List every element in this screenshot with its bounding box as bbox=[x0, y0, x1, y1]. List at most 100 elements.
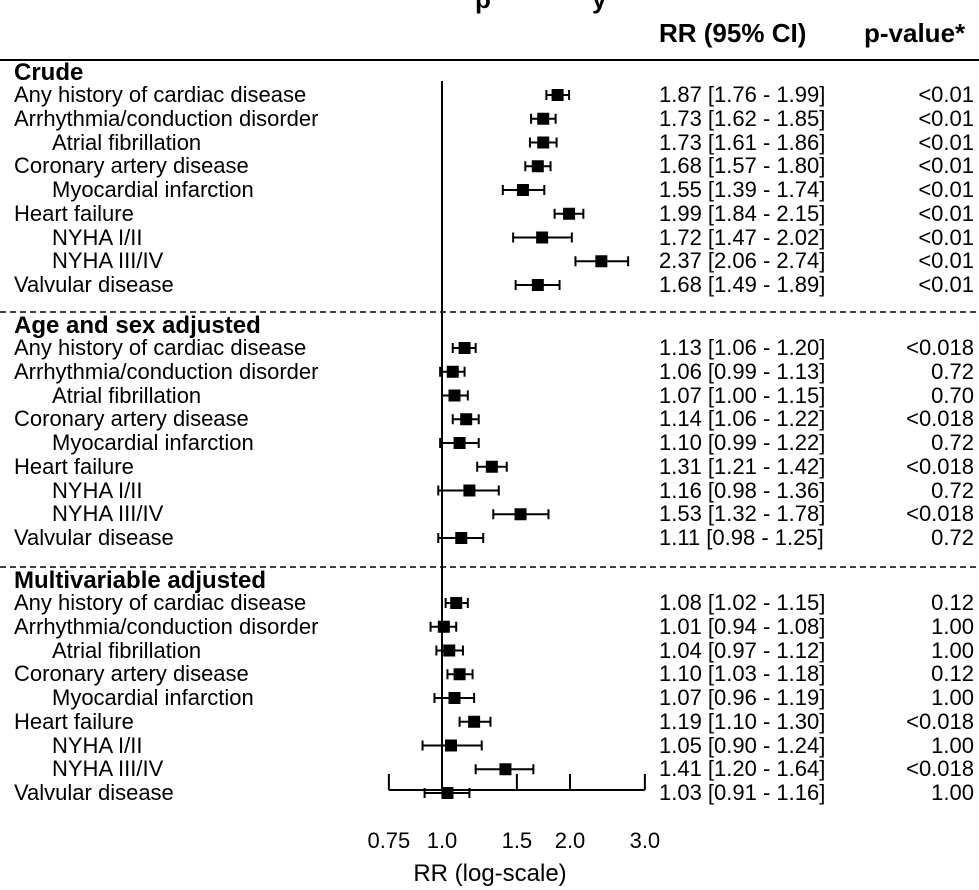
p-value-text: <0.01 bbox=[918, 153, 974, 179]
row-label: Valvular disease bbox=[14, 780, 174, 805]
rr-ci-text: 1.19 [1.10 - 1.30] bbox=[659, 708, 826, 734]
row-label: Any history of cardiac disease bbox=[14, 82, 307, 107]
rr-ci-text: 1.07 [1.00 - 1.15] bbox=[659, 382, 826, 408]
row-label: Valvular disease bbox=[14, 272, 174, 297]
p-value-text: <0.018 bbox=[906, 406, 974, 432]
p-value-text: <0.01 bbox=[918, 105, 974, 131]
row-label: Arrhythmia/conduction disorder bbox=[14, 613, 319, 639]
section-title: Crude bbox=[14, 59, 84, 86]
p-value-text: 0.72 bbox=[931, 525, 974, 550]
row-label: NYHA I/II bbox=[52, 477, 143, 503]
rr-point bbox=[468, 715, 481, 728]
rr-ci-text: 1.03 [0.91 - 1.16] bbox=[659, 780, 826, 805]
row-label: NYHA I/II bbox=[52, 732, 143, 758]
x-tick-label: 1.5 bbox=[501, 828, 533, 853]
title-fragment-tail: y bbox=[592, 0, 606, 12]
section-title: Multivariable adjusted bbox=[14, 567, 267, 594]
rr-point bbox=[531, 160, 544, 173]
row-label: Valvular disease bbox=[14, 525, 174, 550]
rr-point bbox=[537, 136, 550, 149]
p-value-text: <0.018 bbox=[906, 453, 974, 479]
p-value-text: <0.01 bbox=[918, 200, 974, 226]
rr-point bbox=[453, 437, 466, 449]
section-title: Age and sex adjusted bbox=[14, 312, 261, 339]
p-value-column-header: p-value* bbox=[864, 18, 966, 48]
rr-column-header: RR (95% CI) bbox=[659, 18, 807, 48]
rr-point bbox=[563, 207, 576, 220]
rr-point bbox=[453, 668, 466, 681]
rr-ci-text: 1.10 [1.03 - 1.18] bbox=[659, 661, 826, 687]
rr-ci-text: 1.04 [0.97 - 1.12] bbox=[659, 637, 826, 663]
title-fragment: p bbox=[475, 0, 491, 12]
rr-point bbox=[446, 365, 459, 378]
x-tick-label: 3.0 bbox=[629, 828, 661, 853]
p-value-text: <0.01 bbox=[918, 224, 974, 250]
rr-ci-text: 1.73 [1.62 - 1.85] bbox=[659, 105, 826, 131]
rr-point bbox=[485, 460, 498, 473]
row-label: Myocardial infarction bbox=[52, 177, 254, 202]
p-value-text: <0.01 bbox=[918, 129, 974, 155]
p-value-text: 1.00 bbox=[931, 780, 974, 805]
p-value-text: <0.01 bbox=[918, 248, 974, 274]
rr-point bbox=[458, 342, 471, 354]
row-label: Heart failure bbox=[14, 200, 134, 226]
p-value-text: <0.018 bbox=[906, 708, 974, 734]
rr-point bbox=[448, 692, 461, 704]
header-rule bbox=[0, 59, 979, 61]
row-label: NYHA III/IV bbox=[52, 756, 164, 782]
rr-point bbox=[595, 255, 608, 268]
p-value-text: 0.72 bbox=[931, 358, 974, 384]
row-label: Atrial fibrillation bbox=[52, 637, 202, 663]
x-tick-label: 0.75 bbox=[367, 828, 411, 853]
rr-ci-text: 1.06 [0.99 - 1.13] bbox=[659, 358, 826, 384]
rr-point bbox=[437, 620, 450, 633]
rr-ci-text: 1.08 [1.02 - 1.15] bbox=[659, 590, 826, 615]
rr-ci-text: 1.87 [1.76 - 1.99] bbox=[659, 82, 826, 107]
p-value-text: 0.72 bbox=[931, 430, 974, 455]
rr-ci-text: 1.11 [0.98 - 1.25] bbox=[659, 525, 824, 550]
x-tick-label: 2.0 bbox=[554, 828, 586, 853]
row-label: Heart failure bbox=[14, 453, 134, 479]
p-value-text: 1.00 bbox=[931, 732, 974, 758]
rr-ci-text: 1.13 [1.06 - 1.20] bbox=[659, 335, 826, 360]
row-label: Coronary artery disease bbox=[14, 661, 249, 687]
p-value-text: <0.018 bbox=[906, 335, 974, 360]
rr-point bbox=[514, 508, 527, 521]
p-value-text: <0.018 bbox=[906, 501, 974, 527]
row-label: Coronary artery disease bbox=[14, 406, 249, 432]
rr-point bbox=[445, 739, 458, 752]
rr-point bbox=[441, 787, 454, 799]
rr-point bbox=[499, 763, 512, 776]
row-label: NYHA I/II bbox=[52, 224, 143, 250]
p-value-text: 0.72 bbox=[931, 477, 974, 503]
rr-point bbox=[516, 184, 529, 196]
rr-ci-text: 1.07 [0.96 - 1.19] bbox=[659, 685, 826, 710]
row-label: Atrial fibrillation bbox=[52, 129, 202, 155]
rr-ci-text: 1.01 [0.94 - 1.08] bbox=[659, 613, 826, 639]
rr-ci-text: 1.99 [1.84 - 2.15] bbox=[659, 200, 826, 226]
p-value-text: <0.01 bbox=[918, 82, 974, 107]
rr-point bbox=[537, 112, 550, 125]
p-value-text: <0.018 bbox=[906, 756, 974, 782]
p-value-text: <0.01 bbox=[918, 272, 974, 297]
rr-ci-text: 1.31 [1.21 - 1.42] bbox=[659, 453, 826, 479]
row-label: Coronary artery disease bbox=[14, 153, 249, 179]
row-label: Arrhythmia/conduction disorder bbox=[14, 105, 319, 131]
p-value-text: 0.12 bbox=[931, 590, 974, 615]
p-value-text: 1.00 bbox=[931, 637, 974, 663]
row-label: Myocardial infarction bbox=[52, 430, 254, 455]
rr-ci-text: 1.55 [1.39 - 1.74] bbox=[659, 177, 826, 202]
rr-ci-text: 1.73 [1.61 - 1.86] bbox=[659, 129, 826, 155]
row-label: Any history of cardiac disease bbox=[14, 590, 307, 615]
rr-point bbox=[463, 484, 476, 497]
rr-ci-text: 1.05 [0.90 - 1.24] bbox=[659, 732, 826, 758]
p-value-text: 1.00 bbox=[931, 613, 974, 639]
x-tick-label: 1.0 bbox=[426, 828, 458, 853]
rr-point bbox=[536, 231, 549, 244]
p-value-text: 0.70 bbox=[931, 382, 974, 408]
row-label: Any history of cardiac disease bbox=[14, 335, 307, 360]
rr-ci-text: 1.68 [1.49 - 1.89] bbox=[659, 272, 826, 297]
rr-point bbox=[531, 279, 544, 291]
